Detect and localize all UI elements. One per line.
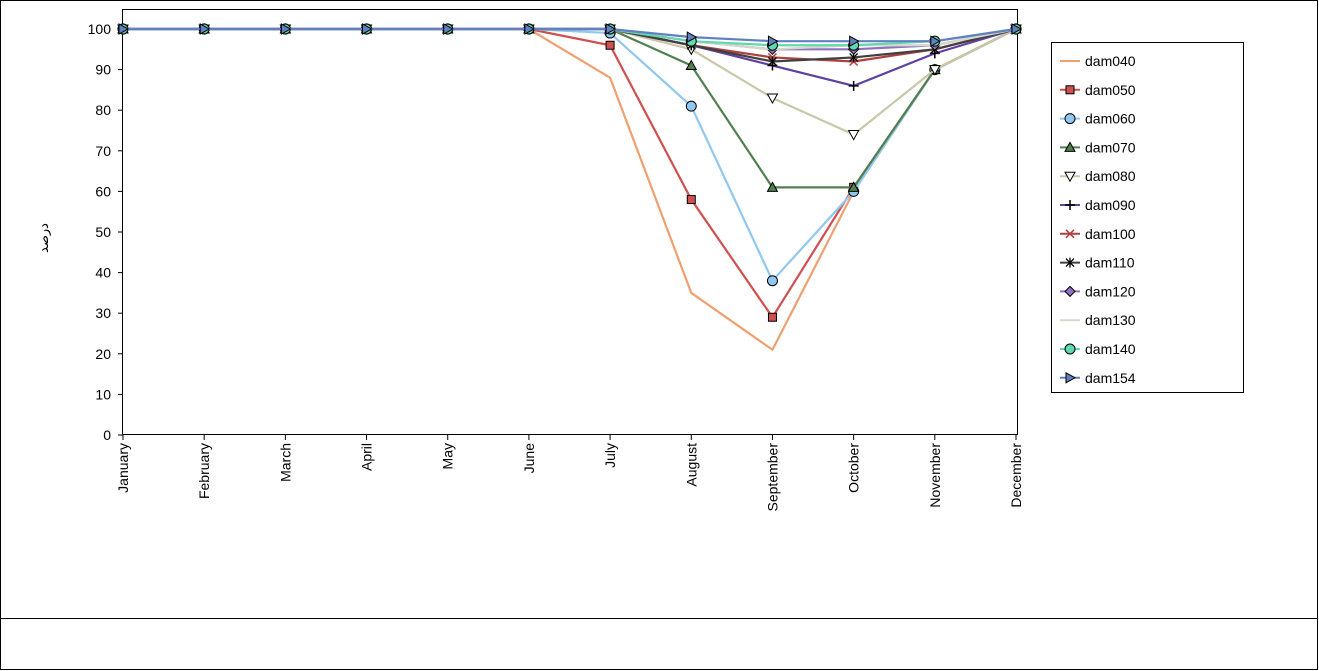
data-point <box>686 195 696 205</box>
x-tick-label: March <box>277 443 293 482</box>
data-point <box>766 181 779 192</box>
y-axis: 0 10 20 30 40 50 60 70 80 90 100 <box>88 21 123 443</box>
legend-item: dam090 <box>1060 197 1136 213</box>
data-point <box>199 23 211 35</box>
x-tick-label: January <box>115 443 131 493</box>
data-point <box>767 35 779 48</box>
legend-label: dam080 <box>1085 168 1136 184</box>
x-tick-label: February <box>196 443 212 499</box>
legend: dam040 dam050 dam060 dam070 dam080 dam090 dam1… <box>1051 42 1244 393</box>
data-point <box>848 80 859 91</box>
legend-marker <box>1065 371 1077 384</box>
data-point <box>686 31 698 43</box>
legend-marker <box>1064 171 1076 183</box>
legend-marker <box>1065 200 1075 210</box>
x-tick-label: August <box>683 443 699 487</box>
legend-box <box>1051 42 1244 393</box>
x-tick-label: November <box>927 443 943 508</box>
data-point <box>847 130 860 141</box>
legend-label: dam040 <box>1085 53 1136 69</box>
data-point <box>847 181 860 192</box>
data-point <box>443 23 454 35</box>
x-tick-label: June <box>521 443 537 474</box>
y-tick-label: 30 <box>95 305 111 321</box>
legend-label: dam050 <box>1085 82 1136 98</box>
y-tick-label: 80 <box>95 102 111 118</box>
data-point <box>930 35 941 48</box>
data-point <box>849 35 860 48</box>
legend-marker <box>1065 257 1075 268</box>
x-tick-label: October <box>846 443 862 493</box>
series-layer <box>117 22 1023 352</box>
legend-label: dam120 <box>1085 283 1136 299</box>
x-axis: January February March April May June July Augu… <box>115 435 1024 511</box>
legend-label: dam140 <box>1085 341 1136 357</box>
legend-item: dam120 <box>1060 283 1136 299</box>
legend-item: dam050 <box>1060 82 1136 98</box>
data-point <box>524 23 535 35</box>
y-tick-label: 50 <box>95 224 111 240</box>
legend-label: dam110 <box>1085 255 1135 271</box>
data-point <box>766 275 778 287</box>
x-tick-label: September <box>764 443 780 512</box>
y-tick-label: 90 <box>95 62 111 78</box>
legend-label: dam090 <box>1085 197 1136 213</box>
legend-item: dam060 <box>1060 111 1136 127</box>
legend-item: dam070 <box>1060 139 1136 155</box>
y-tick-label: 20 <box>95 346 111 362</box>
data-point <box>766 93 779 105</box>
y-axis-label: درصد <box>37 223 52 253</box>
x-tick-label: July <box>602 443 618 468</box>
legend-item: dam040 <box>1060 53 1136 69</box>
y-tick-label: 40 <box>95 265 111 281</box>
legend-label: dam100 <box>1085 226 1136 242</box>
legend-item: dam110 <box>1060 255 1135 271</box>
legend-item: dam154 <box>1060 370 1136 386</box>
legend-marker <box>1065 85 1075 95</box>
legend-label: dam070 <box>1085 139 1136 155</box>
y-tick-label: 60 <box>95 183 111 199</box>
legend-label: dam130 <box>1085 312 1136 328</box>
y-tick-label: 10 <box>95 386 111 402</box>
data-point <box>1011 23 1023 35</box>
data-point <box>362 23 373 35</box>
data-point <box>685 59 698 71</box>
y-tick-label: 70 <box>95 143 111 159</box>
legend-item: dam130 <box>1060 312 1136 328</box>
data-point <box>767 312 777 322</box>
data-point <box>685 100 697 112</box>
y-tick-label: 0 <box>103 427 111 443</box>
legend-marker <box>1064 343 1076 355</box>
data-point <box>767 56 777 67</box>
x-tick-label: December <box>1008 443 1024 508</box>
data-point <box>605 40 615 50</box>
data-point <box>280 23 292 35</box>
x-tick-label: April <box>359 443 375 471</box>
legend-label: dam154 <box>1085 370 1136 386</box>
legend-marker <box>1064 141 1076 152</box>
data-point <box>605 23 617 35</box>
legend-marker <box>1064 285 1076 298</box>
data-point <box>928 65 941 76</box>
legend-label: dam060 <box>1085 111 1136 127</box>
legend-item: dam100 <box>1060 226 1136 242</box>
data-point <box>118 23 130 35</box>
legend-item: dam080 <box>1060 168 1136 184</box>
x-tick-label: May <box>440 443 456 469</box>
legend-marker <box>1064 113 1076 125</box>
y-tick-label: 100 <box>88 21 112 37</box>
legend-marker <box>1065 229 1075 239</box>
series-line <box>123 27 1017 43</box>
legend-item: dam140 <box>1060 341 1136 357</box>
series-dam154 <box>118 23 1023 48</box>
